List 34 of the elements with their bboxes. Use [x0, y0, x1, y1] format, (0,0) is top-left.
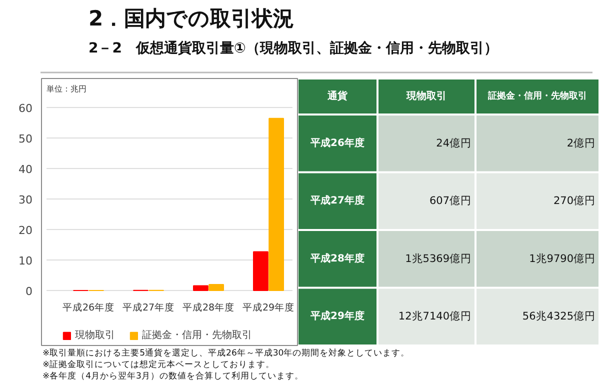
x-tick-label: 平成28年度 [182, 302, 235, 314]
y-axis-title: 単位：兆円 [46, 84, 86, 94]
legend-label: 現物取引 [75, 329, 115, 342]
category-label: 平成26年度 [310, 138, 364, 149]
x-tick-label: 平成29年度 [242, 302, 295, 314]
text: ※各年度（4月から翌年3月）の数値を合算して利用しています。 [42, 370, 304, 382]
category-label: 平成28年度 [310, 253, 364, 264]
chart-subtitle: 2－2 仮想通貨取引量①（現物取引、証拠金・信用・先物取引） [88, 40, 498, 56]
y-tick-label: 10 [18, 254, 33, 268]
text: 12兆7140億円 [398, 310, 472, 323]
x-axis-title: 通貨 [326, 90, 348, 102]
y-tick-label: 30 [18, 194, 33, 206]
text: 1兆9790億円 [529, 252, 596, 265]
text: 24億円 [436, 136, 472, 150]
chart-title: 2．国内での取引状況 [88, 6, 294, 30]
text: 現物取引 [406, 91, 446, 102]
y-tick-label: 20 [18, 224, 33, 237]
text: 56兆4325億円 [522, 310, 596, 323]
text: 270億円 [553, 194, 596, 208]
legend-label: 証拠金・信用・先物取引 [142, 328, 252, 342]
text: ※証拠金取引については想定元本ベースとしております。 [42, 359, 275, 370]
text: 2億円 [566, 136, 596, 150]
y-tick-label: 0 [26, 285, 32, 298]
text: 証拠金・信用・先物取引 [488, 92, 587, 102]
x-tick-label: 平成27年度 [122, 302, 175, 314]
y-tick-label: 50 [18, 132, 33, 146]
text: 1兆5369億円 [405, 252, 472, 265]
x-tick-label: 平成26年度 [62, 302, 115, 314]
text: ※取引量順における主要5通貨を選定し、平成26年～平成30年の期間を対象としています。 [42, 348, 410, 358]
y-tick-label: 40 [18, 163, 33, 176]
y-tick-label: 60 [18, 102, 33, 115]
category-label: 平成29年度 [310, 311, 364, 322]
text: 607億円 [429, 194, 472, 208]
category-label: 平成27年度 [310, 196, 364, 207]
